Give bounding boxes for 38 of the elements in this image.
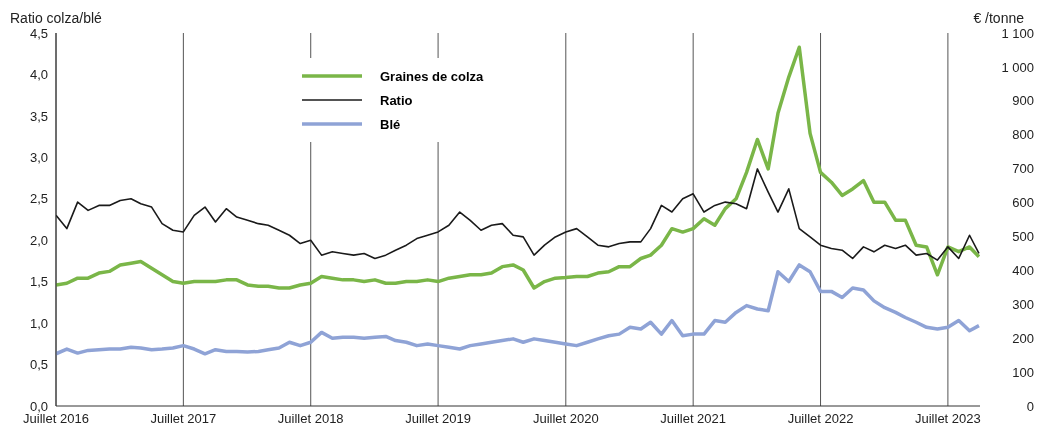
y-tick-label: 3,0	[29, 149, 48, 165]
y-tick-label: 3,5	[29, 108, 48, 124]
x-tick-label: Juillet 2016	[23, 411, 89, 427]
y2-tick-label: 1 000	[1001, 59, 1034, 75]
x-tick-label: Juillet 2021	[660, 411, 727, 427]
y2-tick-label: 800	[1012, 127, 1034, 143]
y-tick-label: 0,5	[29, 357, 48, 373]
y2-tick-label: 700	[1012, 161, 1034, 177]
line-series	[56, 168, 980, 261]
legend-label: Blé	[380, 116, 401, 132]
x-tick-label: Juillet 2017	[150, 411, 217, 427]
y-tick-label: 2,5	[29, 191, 48, 207]
legend-label: Ratio	[380, 92, 413, 108]
line-series	[56, 263, 980, 356]
x-tick-label: Juillet 2020	[532, 411, 599, 427]
y2-axis-title: € /tonne	[973, 10, 1024, 26]
y-tick-label: 1,5	[29, 274, 48, 290]
y2-tick-label: 100	[1012, 364, 1034, 380]
x-tick-label: Juillet 2023	[915, 411, 981, 427]
x-tick-label: Juillet 2022	[787, 411, 854, 427]
y-axis-title: Ratio colza/blé	[10, 10, 102, 26]
x-tick-label: Juillet 2019	[405, 411, 471, 427]
y2-tick-label: 200	[1012, 330, 1034, 346]
y-tick-label: 1,0	[29, 315, 48, 331]
y2-tick-label: 1 100	[1001, 25, 1034, 41]
y2-tick-label: 0	[1026, 398, 1034, 414]
y2-tick-label: 900	[1012, 93, 1034, 109]
y2-tick-label: 400	[1012, 262, 1034, 278]
line-series	[56, 45, 980, 290]
y-tick-label: 2,0	[29, 232, 48, 248]
y2-tick-label: 300	[1012, 296, 1034, 312]
y-tick-label: 4,0	[29, 67, 48, 83]
y-tick-label: 0,0	[29, 398, 48, 414]
y2-tick-label: 600	[1012, 195, 1034, 211]
y2-tick-label: 500	[1012, 229, 1034, 245]
legend-label: Graines de colza	[380, 68, 484, 84]
y-tick-label: 4,5	[29, 25, 48, 41]
x-tick-label: Juillet 2018	[277, 411, 344, 427]
